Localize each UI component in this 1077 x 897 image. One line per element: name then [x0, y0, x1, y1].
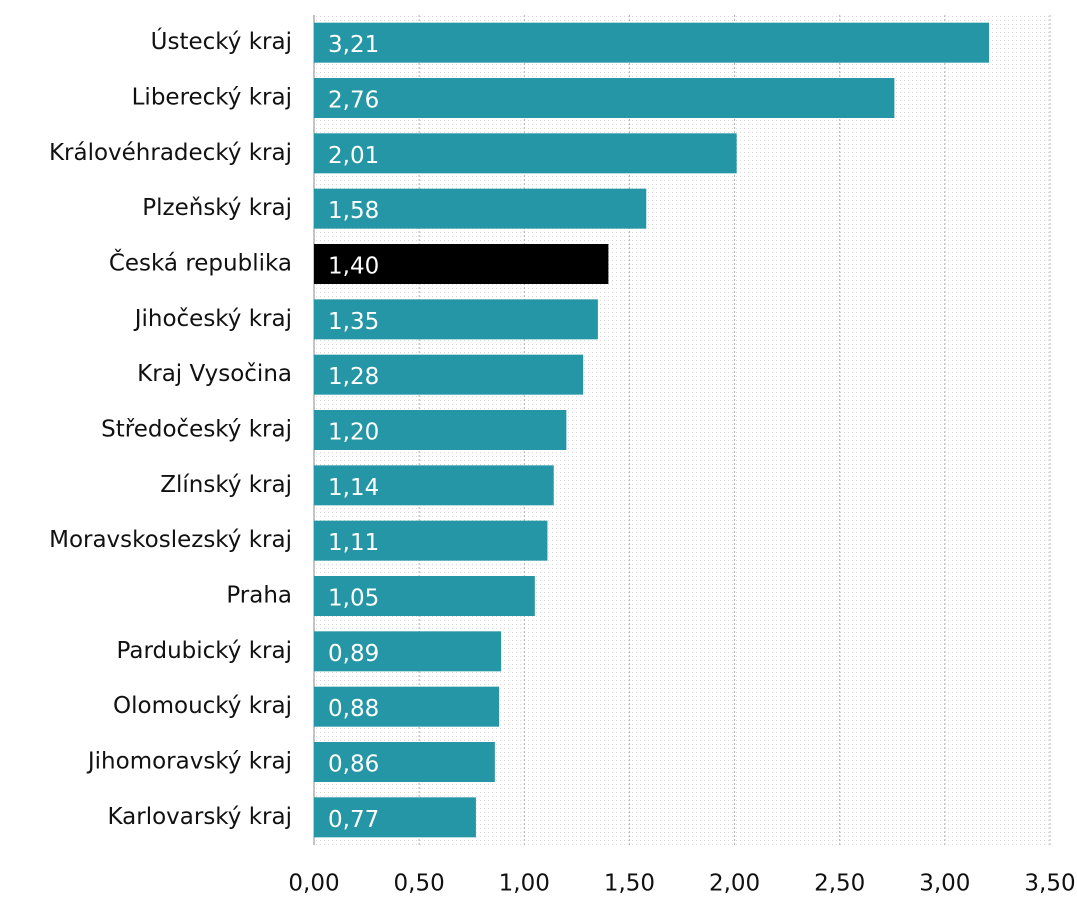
bar — [314, 22, 990, 63]
x-tick-label: 0,00 — [288, 871, 339, 897]
y-tick-label: Česká republika — [109, 249, 292, 277]
bar — [314, 742, 495, 782]
bar — [314, 410, 567, 450]
x-tick-label: 3,50 — [1024, 871, 1075, 897]
value-label: 0,88 — [328, 696, 379, 722]
value-label: 1,28 — [328, 364, 379, 390]
bar — [314, 686, 500, 727]
y-tick-label: Středočeský kraj — [101, 417, 292, 443]
bar — [314, 299, 598, 340]
x-tick-label: 2,00 — [709, 871, 760, 897]
y-tick-label: Plzeňský kraj — [142, 195, 292, 221]
bar — [314, 576, 535, 616]
bar — [314, 78, 895, 118]
x-tick-label: 3,00 — [919, 871, 970, 897]
bar — [314, 244, 609, 284]
value-label: 2,01 — [328, 143, 379, 169]
bar — [314, 520, 548, 561]
y-tick-label: Praha — [226, 583, 292, 609]
x-tick-label: 1,00 — [499, 871, 550, 897]
value-label: 2,76 — [328, 88, 379, 114]
y-tick-label: Jihočeský kraj — [133, 306, 292, 332]
value-label: 1,40 — [328, 254, 379, 280]
value-label: 1,05 — [328, 586, 379, 612]
y-tick-label: Královéhradecký kraj — [49, 140, 292, 166]
bar — [314, 133, 737, 174]
bar — [314, 797, 476, 838]
y-tick-label: Jihomoravský kraj — [86, 749, 292, 775]
y-tick-label: Kraj Vysočina — [137, 361, 292, 387]
value-label: 1,58 — [328, 198, 379, 224]
value-label: 1,20 — [328, 420, 379, 446]
y-tick-label: Zlínský kraj — [160, 472, 292, 498]
y-tick-label: Ústecký kraj — [151, 27, 292, 55]
bar — [314, 354, 584, 395]
bar — [314, 188, 647, 229]
value-label: 1,35 — [328, 309, 379, 335]
y-tick-label: Pardubický kraj — [117, 638, 292, 664]
value-label: 1,11 — [328, 530, 379, 556]
y-tick-label: Olomoucký kraj — [113, 693, 292, 719]
bar — [314, 465, 554, 506]
y-tick-label: Liberecký kraj — [132, 85, 292, 111]
bar — [314, 631, 502, 672]
x-tick-label: 1,50 — [604, 871, 655, 897]
x-tick-label: 0,50 — [394, 871, 445, 897]
y-tick-label: Moravskoslezský kraj — [49, 527, 292, 553]
value-label: 1,14 — [328, 475, 379, 501]
x-tick-label: 2,50 — [814, 871, 865, 897]
value-label: 0,86 — [328, 752, 379, 778]
y-tick-label: Karlovarský kraj — [107, 804, 292, 830]
value-label: 3,21 — [328, 32, 379, 58]
value-label: 0,89 — [328, 641, 379, 667]
value-label: 0,77 — [328, 807, 379, 833]
